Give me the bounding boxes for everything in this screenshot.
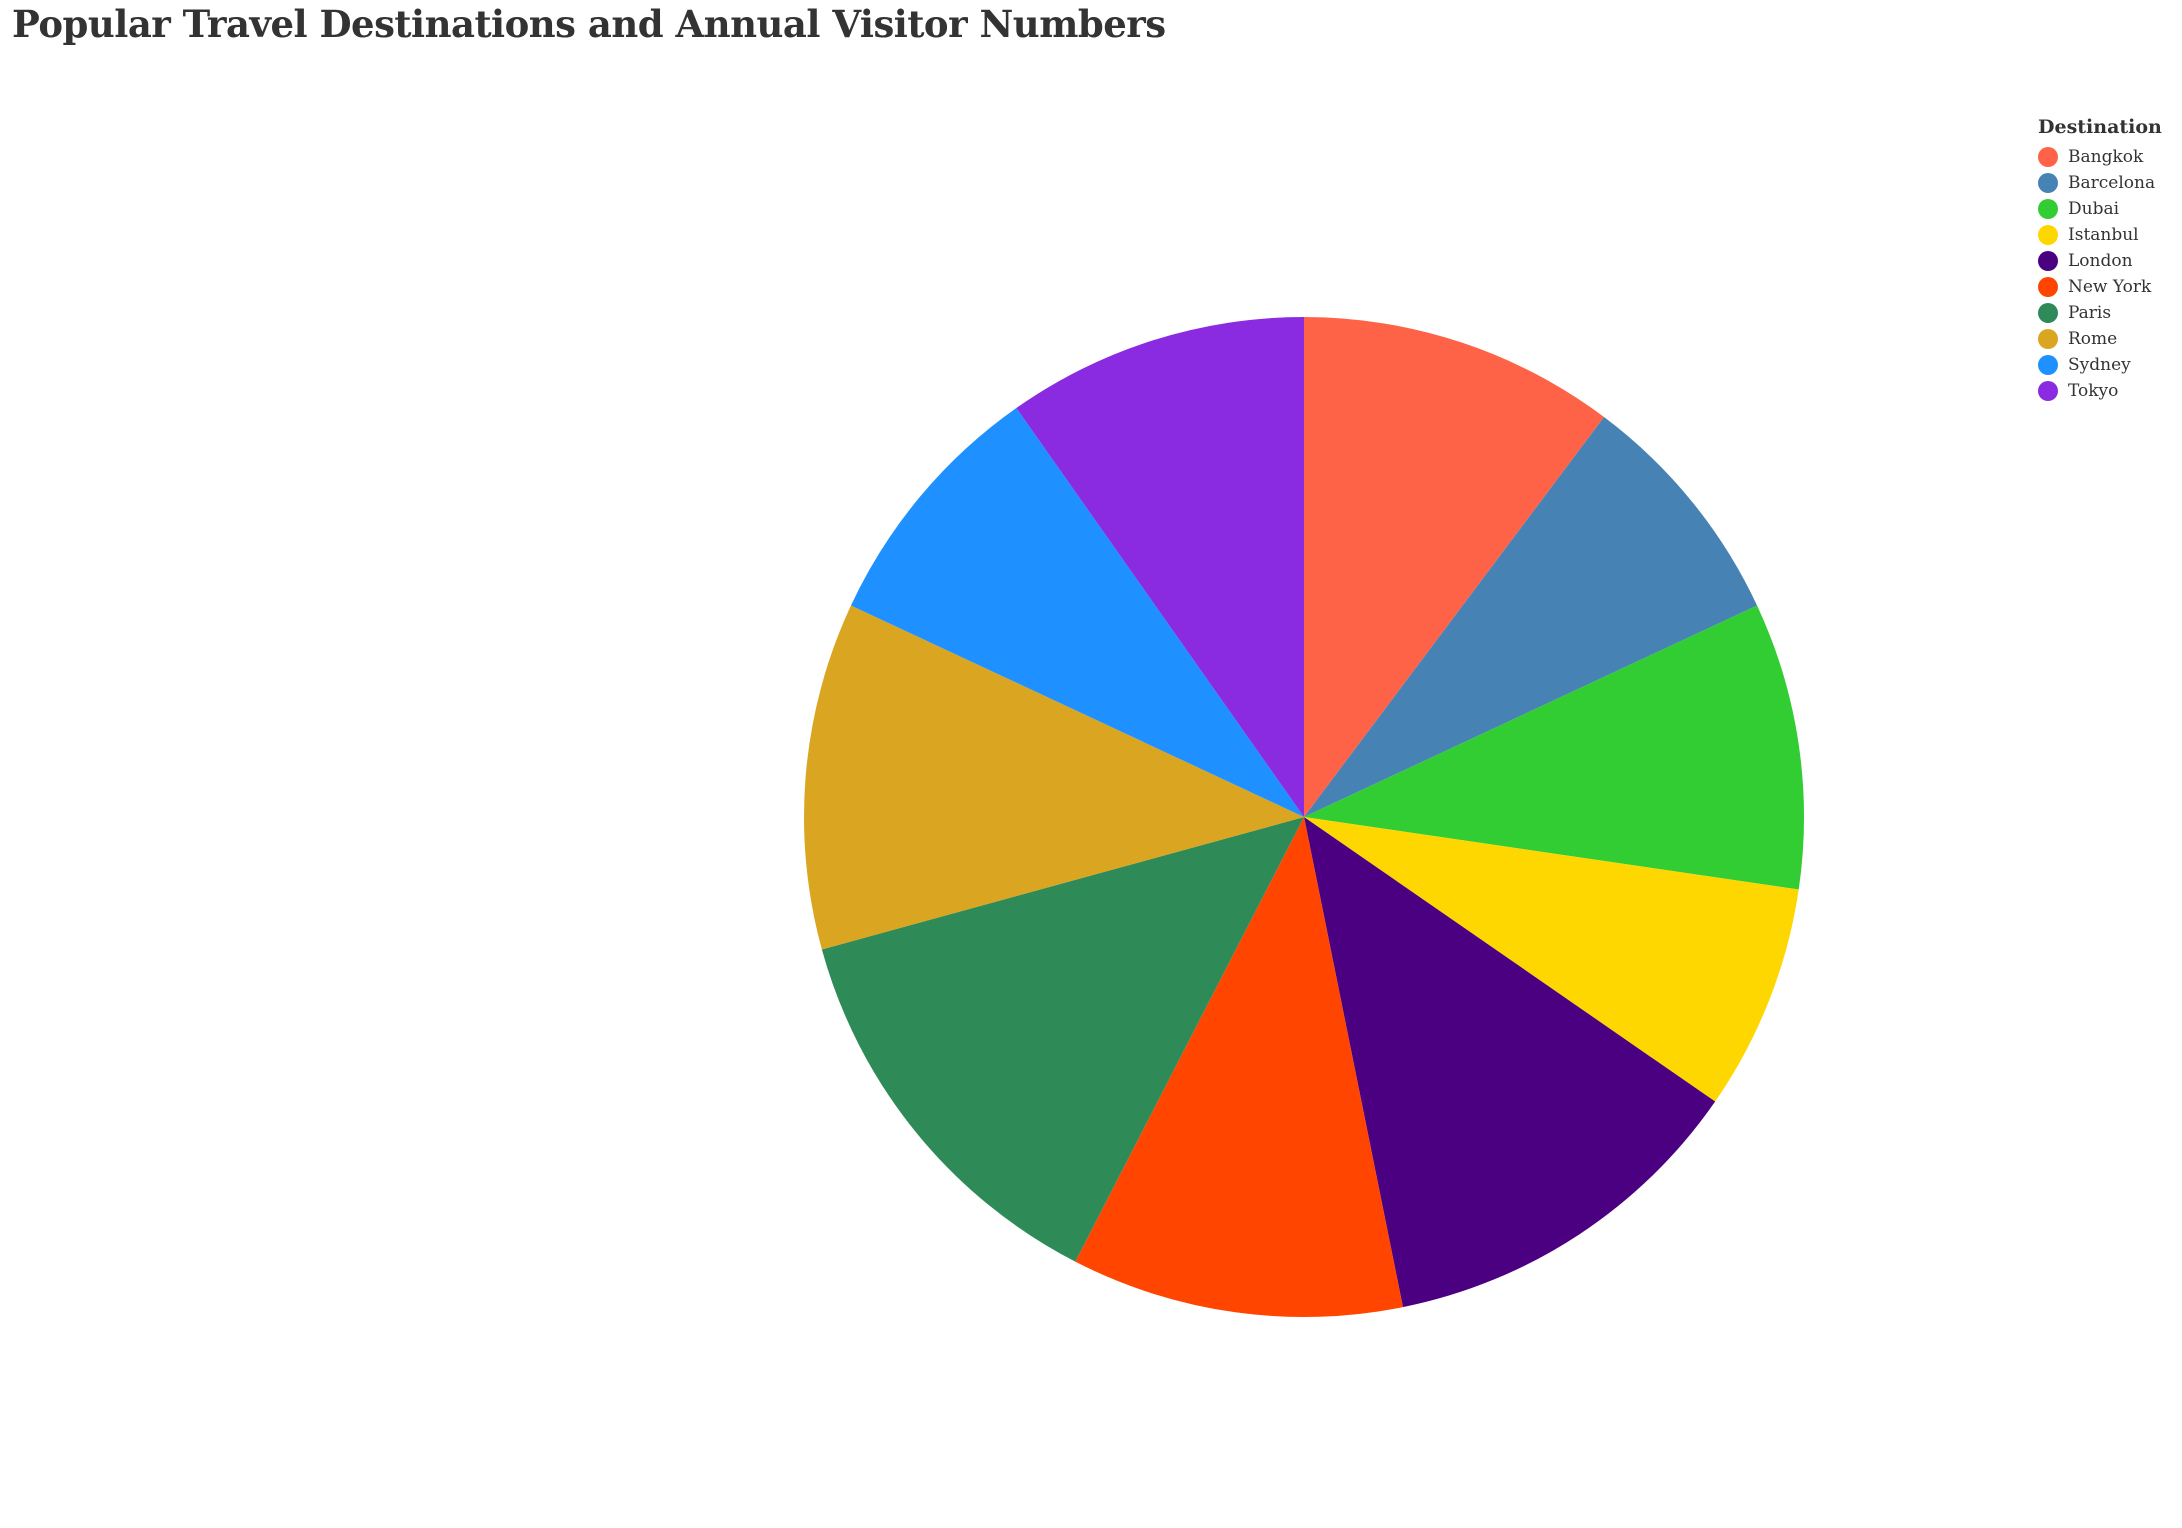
legend-item-sydney[interactable]: Sydney (2038, 352, 2162, 378)
legend-swatch (2038, 277, 2058, 297)
legend-item-new-york[interactable]: New York (2038, 274, 2162, 300)
legend-item-barcelona[interactable]: Barcelona (2038, 170, 2162, 196)
legend-label: Rome (2068, 329, 2118, 349)
legend-swatch (2038, 303, 2058, 323)
pie-slice-sydney[interactable] (850, 408, 1304, 817)
legend-swatch (2038, 147, 2058, 167)
legend-item-london[interactable]: London (2038, 248, 2162, 274)
legend-item-tokyo[interactable]: Tokyo (2038, 378, 2162, 404)
legend-item-paris[interactable]: Paris (2038, 300, 2162, 326)
pie-slice-london[interactable] (1304, 817, 1716, 1308)
legend-label: Sydney (2068, 355, 2131, 375)
legend-title: Destination (2038, 116, 2162, 138)
pie-slice-dubai[interactable] (1304, 605, 1805, 890)
legend-items: Bangkok Barcelona Dubai Istanbul London New Y… (2038, 144, 2162, 404)
legend-item-istanbul[interactable]: Istanbul (2038, 222, 2162, 248)
legend-swatch (2038, 381, 2058, 401)
legend-item-bangkok[interactable]: Bangkok (2038, 144, 2162, 170)
pie-slice-tokyo[interactable] (1016, 317, 1304, 817)
legend-label: Tokyo (2068, 381, 2119, 401)
pie-slice-new-york[interactable] (1075, 817, 1403, 1318)
legend-swatch (2038, 251, 2058, 271)
pie-slice-bangkok[interactable] (1304, 317, 1605, 817)
legend-label: Istanbul (2068, 225, 2139, 245)
legend-swatch (2038, 199, 2058, 219)
legend-label: Bangkok (2068, 147, 2144, 167)
pie-slice-rome[interactable] (803, 605, 1304, 950)
legend: Destination Bangkok Barcelona Dubai Istanbu… (2038, 116, 2162, 404)
chart-title: Popular Travel Destinations and Annual V… (12, 2, 1166, 46)
legend-swatch (2038, 173, 2058, 193)
pie-slices (803, 317, 1805, 1318)
pie-slice-istanbul[interactable] (1304, 817, 1799, 1102)
legend-swatch (2038, 355, 2058, 375)
legend-swatch (2038, 329, 2058, 349)
legend-label: New York (2068, 277, 2152, 297)
legend-swatch (2038, 225, 2058, 245)
legend-item-rome[interactable]: Rome (2038, 326, 2162, 352)
legend-item-dubai[interactable]: Dubai (2038, 196, 2162, 222)
legend-label: Paris (2068, 303, 2112, 323)
pie-slice-barcelona[interactable] (1304, 417, 1758, 817)
legend-label: Barcelona (2068, 173, 2156, 193)
pie-slice-paris[interactable] (821, 817, 1304, 1262)
legend-label: Dubai (2068, 199, 2120, 219)
legend-label: London (2068, 251, 2133, 271)
